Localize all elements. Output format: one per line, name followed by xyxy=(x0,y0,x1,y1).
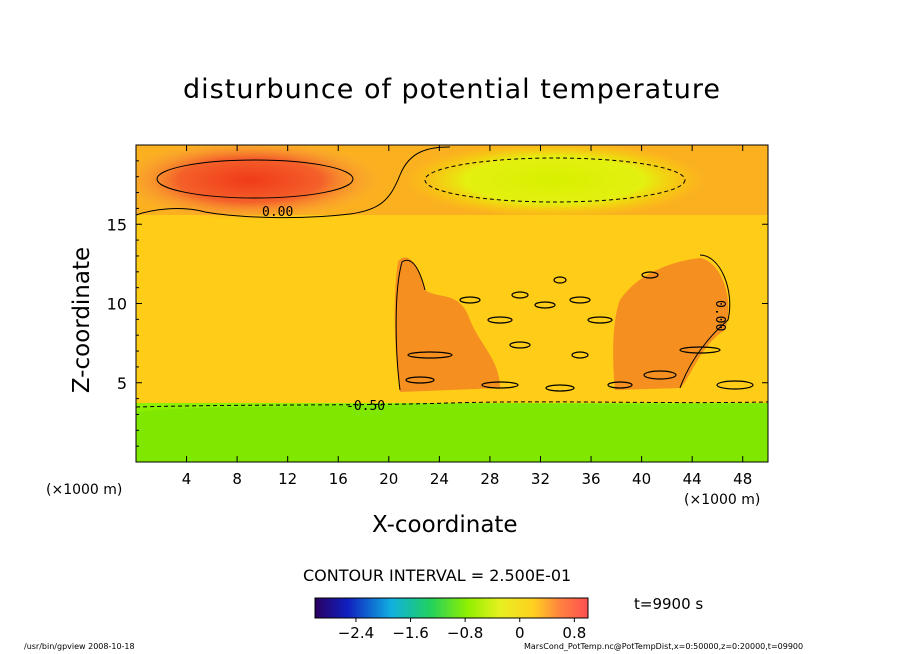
colorbar-tick-label: 0.8 xyxy=(562,624,586,642)
x-axis-label: X-coordinate xyxy=(372,512,518,538)
contour-plume-1 xyxy=(395,259,426,391)
contour-cool-core xyxy=(424,157,686,203)
x-tick-label: 16 xyxy=(329,470,348,488)
x-tick-label: 32 xyxy=(531,470,550,488)
chart-title: disturbunce of potential temperature xyxy=(183,74,721,105)
x-tick-label: 24 xyxy=(430,470,449,488)
x-tick-label: 12 xyxy=(278,470,297,488)
colorbar xyxy=(314,597,589,619)
contour-interval-text: CONTOUR INTERVAL = 2.500E-01 xyxy=(303,566,572,585)
y-tick-label: 5 xyxy=(117,374,127,393)
x-tick-label: 4 xyxy=(182,470,192,488)
footer-right: MarsCond_PotTemp.nc@PotTempDist,x=0:5000… xyxy=(524,642,804,651)
x-tick-label: 8 xyxy=(232,470,242,488)
upper-cool-anomaly xyxy=(405,145,705,218)
colorbar-tick-label: −2.4 xyxy=(338,624,374,642)
x-tick-label: 44 xyxy=(683,470,702,488)
warm-plume-2 xyxy=(613,258,729,390)
small-contour-cells xyxy=(405,271,754,392)
x-tick-label: 20 xyxy=(379,470,398,488)
contour-label: 0.00 xyxy=(712,300,727,331)
contour-label: -0.50 xyxy=(346,399,385,414)
x-tick-label: 28 xyxy=(480,470,499,488)
y-unit-label: (×1000 m) xyxy=(46,482,123,498)
contour-zero-upper xyxy=(136,146,451,219)
x-axis: 4 8 12 16 20 24 28 32 36 40 44 48 xyxy=(182,145,752,488)
colorbar-tick-label: −0.8 xyxy=(447,624,483,642)
x-tick-label: 40 xyxy=(632,470,651,488)
contour-plume-2 xyxy=(679,254,731,389)
contour-label: 0.00 xyxy=(262,205,293,220)
y-axis: 5 10 15 xyxy=(107,160,768,447)
y-axis-label: Z-coordinate xyxy=(69,246,95,394)
plot-area xyxy=(136,145,768,462)
contour-labels: 0.00 -0.50 0.00 xyxy=(262,205,727,414)
y-tick-label: 15 xyxy=(107,215,127,234)
x-tick-label: 48 xyxy=(733,470,752,488)
contour-warm-core xyxy=(156,159,354,199)
contour-minus-half xyxy=(136,401,768,408)
colorbar-ticks: −2.4 −1.6 −0.8 0 0.8 xyxy=(338,618,586,642)
x-unit-label: (×1000 m) xyxy=(684,492,761,508)
upper-warm-anomaly xyxy=(136,145,380,220)
colorbar-tick-label: 0 xyxy=(515,624,525,642)
time-label: t=9900 s xyxy=(634,595,704,613)
x-tick-label: 36 xyxy=(581,470,600,488)
y-tick-label: 10 xyxy=(107,295,127,314)
surface-layer-inner xyxy=(136,403,768,462)
colorbar-tick-label: −1.6 xyxy=(392,624,428,642)
footer-left: /usr/bin/gpview 2008-10-18 xyxy=(24,642,135,651)
